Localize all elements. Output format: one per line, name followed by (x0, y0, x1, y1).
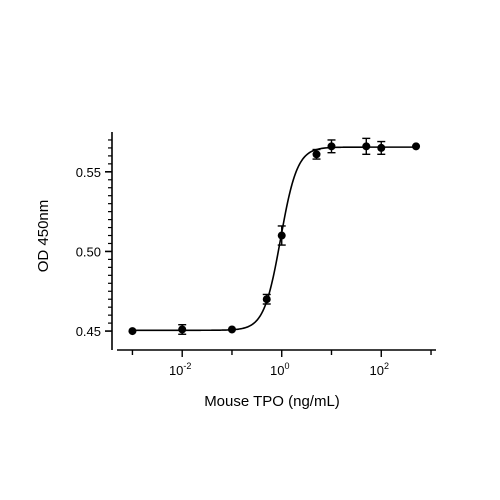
data-point (362, 142, 371, 151)
y-axis-title: OD 450nm (35, 200, 52, 273)
data-point (128, 327, 137, 336)
data-point (277, 231, 286, 240)
data-point (377, 143, 386, 152)
ticks: 0.45 0.50 0.55 10-2 100 102 (76, 139, 432, 378)
x-tick-label: 100 (270, 361, 289, 378)
x-tick-label: 10-2 (169, 361, 191, 378)
data-point (262, 295, 271, 304)
data-points-layer (128, 137, 421, 336)
fit-curve (132, 146, 417, 332)
y-tick-label: 0.55 (76, 165, 101, 180)
data-point (327, 142, 336, 151)
data-point (227, 325, 236, 334)
data-point (178, 325, 187, 334)
fit-curve-layer (132, 146, 417, 332)
data-point (312, 150, 321, 159)
x-tick-label: 102 (370, 361, 389, 378)
axes (111, 132, 436, 351)
y-tick-label: 0.50 (76, 244, 101, 259)
x-axis-title: Mouse TPO (ng/mL) (204, 393, 340, 410)
y-tick-label: 0.45 (76, 324, 101, 339)
data-point (412, 142, 421, 151)
